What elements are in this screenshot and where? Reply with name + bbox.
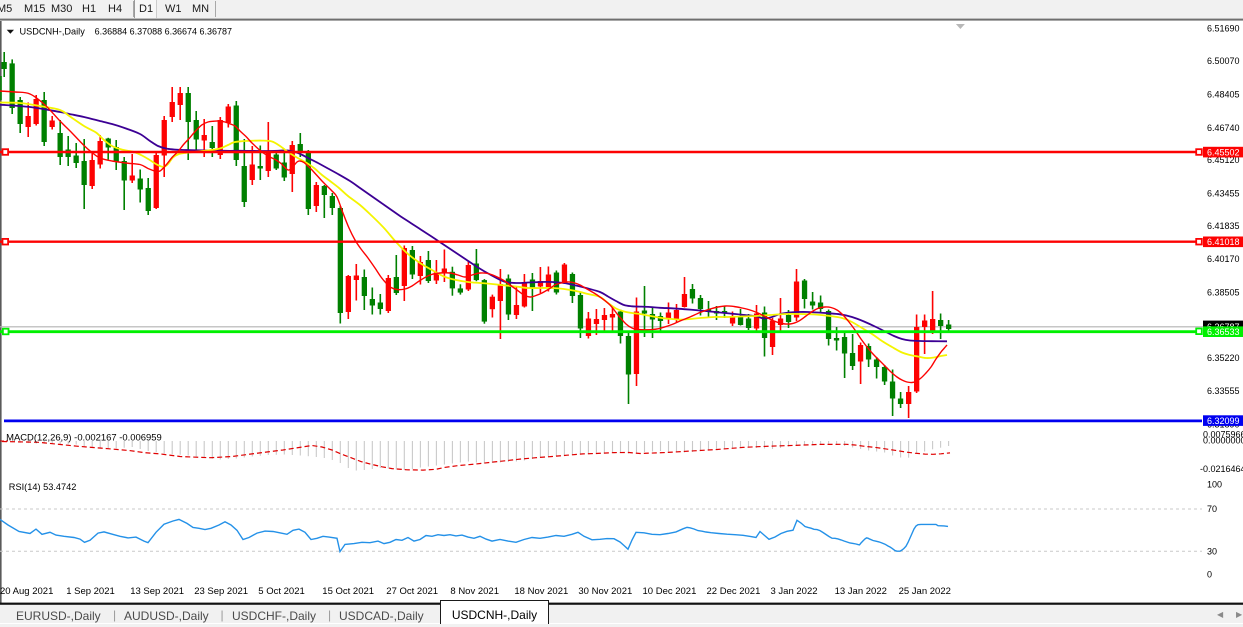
svg-text:-0.0216464: -0.0216464 xyxy=(1200,464,1243,474)
svg-text:3 Jan 2022: 3 Jan 2022 xyxy=(771,586,818,597)
svg-text:6.46740: 6.46740 xyxy=(1207,123,1240,133)
svg-text:6.41018: 6.41018 xyxy=(1207,237,1240,247)
svg-text:30: 30 xyxy=(1207,547,1217,557)
svg-text:15 Oct 2021: 15 Oct 2021 xyxy=(322,586,374,597)
svg-text:1 Sep 2021: 1 Sep 2021 xyxy=(66,586,115,597)
svg-text:6.45120: 6.45120 xyxy=(1207,155,1240,165)
svg-text:USDCNH-,Daily: USDCNH-,Daily xyxy=(20,27,86,37)
svg-text:25 Jan 2022: 25 Jan 2022 xyxy=(899,586,951,597)
svg-text:6.33555: 6.33555 xyxy=(1207,386,1240,396)
svg-text:18 Nov 2021: 18 Nov 2021 xyxy=(514,586,568,597)
svg-text:10 Dec 2021: 10 Dec 2021 xyxy=(643,586,697,597)
svg-text:MACD(12,26,9) -0.002167 -0.006: MACD(12,26,9) -0.002167 -0.006959 xyxy=(6,433,162,443)
svg-text:0.0075966: 0.0075966 xyxy=(1203,429,1243,439)
svg-text:6.45502: 6.45502 xyxy=(1207,147,1240,157)
svg-text:6.40170: 6.40170 xyxy=(1207,254,1240,264)
svg-text:6.36884 6.37088 6.36674 6.3678: 6.36884 6.37088 6.36674 6.36787 xyxy=(95,27,232,37)
svg-text:RSI(14) 53.4742: RSI(14) 53.4742 xyxy=(9,482,77,492)
svg-text:20 Aug 2021: 20 Aug 2021 xyxy=(0,586,53,597)
svg-text:6.36533: 6.36533 xyxy=(1207,327,1240,337)
svg-text:30 Nov 2021: 30 Nov 2021 xyxy=(578,586,632,597)
svg-text:0.0000000: 0.0000000 xyxy=(1203,435,1243,445)
svg-text:8 Nov 2021: 8 Nov 2021 xyxy=(450,586,499,597)
svg-text:27 Oct 2021: 27 Oct 2021 xyxy=(386,586,438,597)
svg-text:5 Oct 2021: 5 Oct 2021 xyxy=(258,586,304,597)
svg-text:6.41835: 6.41835 xyxy=(1207,221,1240,231)
svg-text:100: 100 xyxy=(1207,480,1222,490)
svg-text:70: 70 xyxy=(1207,504,1217,514)
svg-text:6.48405: 6.48405 xyxy=(1207,90,1240,100)
svg-text:13 Jan 2022: 13 Jan 2022 xyxy=(835,586,887,597)
svg-text:6.32099: 6.32099 xyxy=(1207,416,1240,426)
svg-text:6.43455: 6.43455 xyxy=(1207,189,1240,199)
svg-text:0: 0 xyxy=(1207,570,1212,580)
svg-text:6.51690: 6.51690 xyxy=(1207,23,1240,33)
svg-text:23 Sep 2021: 23 Sep 2021 xyxy=(194,586,248,597)
svg-text:6.35220: 6.35220 xyxy=(1207,353,1240,363)
svg-text:6.50070: 6.50070 xyxy=(1207,56,1240,66)
svg-text:22 Dec 2021: 22 Dec 2021 xyxy=(707,586,761,597)
svg-text:13 Sep 2021: 13 Sep 2021 xyxy=(130,586,184,597)
svg-text:6.38505: 6.38505 xyxy=(1207,287,1240,297)
